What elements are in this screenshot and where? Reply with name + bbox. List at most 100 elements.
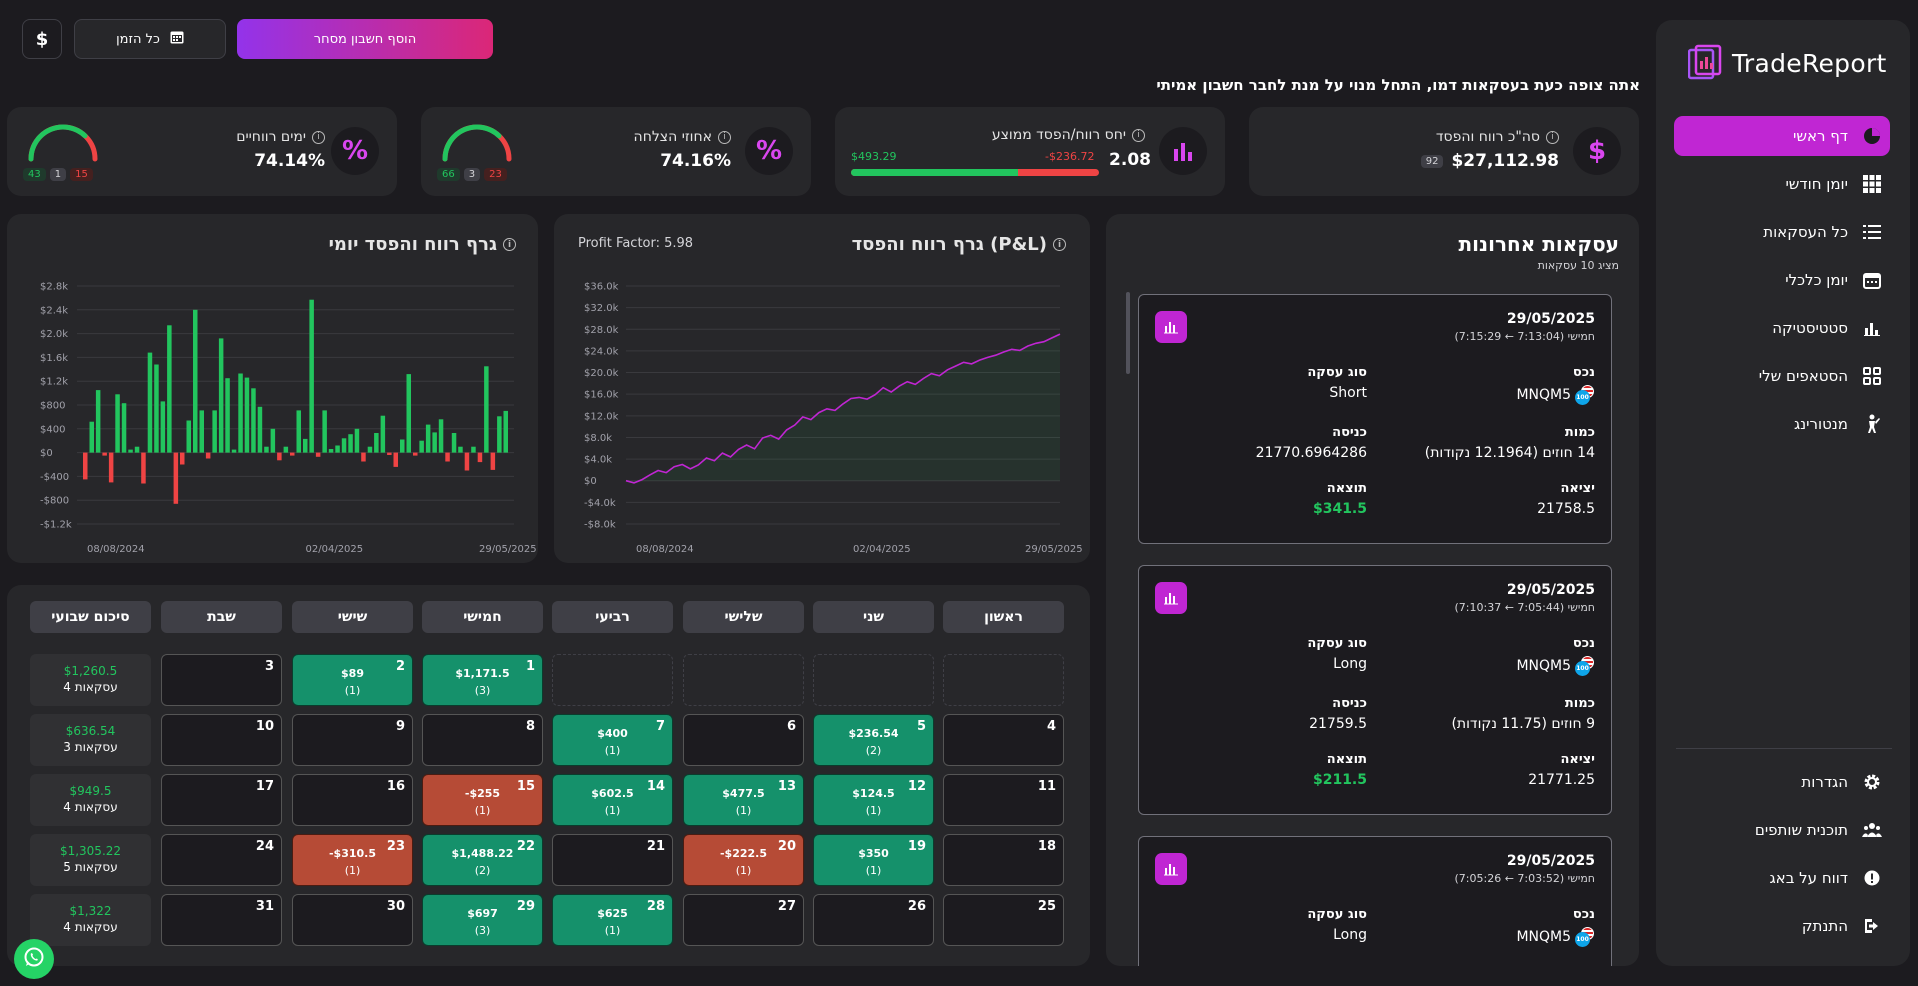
calendar-day-cell[interactable]: 13 $477.5 (1) — [683, 774, 804, 826]
asset-value: MNQM5 — [1516, 929, 1571, 945]
y-tick-label: -$4.0k — [584, 498, 616, 509]
nav-item-logout[interactable]: התנתק — [1674, 906, 1890, 946]
daily-bar — [290, 452, 295, 456]
weekly-summary-count: 4 עסקאות — [63, 800, 118, 814]
day-trade-count: (1) — [604, 804, 621, 817]
daily-bar — [413, 452, 418, 456]
weekly-summary-count: 5 עסקאות — [63, 860, 118, 874]
qty-value: 14 חוזים (12.1964 נקודות) — [1424, 445, 1595, 461]
day-number: 23 — [386, 839, 405, 854]
whatsapp-button[interactable] — [14, 939, 54, 979]
day-number: 21 — [646, 839, 665, 854]
calendar-day-cell[interactable]: 16 — [292, 774, 413, 826]
win-days-breakdown: 43 1 15 — [23, 168, 93, 181]
nav-item-monthly-journal[interactable]: יומן חודשי — [1674, 164, 1890, 204]
nav-item-statistics[interactable]: סטטיסטיקה — [1674, 308, 1890, 348]
day-number: 19 — [907, 839, 926, 854]
chart-badge-icon — [1155, 853, 1187, 885]
weekly-summary-count: 4 עסקאות — [63, 920, 118, 934]
calendar-day-cell[interactable]: 14 $602.5 (1) — [552, 774, 673, 826]
trade-count-badge: 92 — [1420, 154, 1444, 168]
daily-bar — [270, 428, 276, 453]
nav-item-home[interactable]: דף ראשי — [1674, 116, 1890, 156]
y-tick-label: $20.0k — [584, 368, 619, 379]
calendar-day-cell[interactable]: 25 — [943, 894, 1064, 946]
daily-bar — [180, 452, 185, 465]
calendar-day-cell[interactable]: 3 — [161, 654, 282, 706]
calendar-day-cell[interactable]: 29 $697 (3) — [422, 894, 543, 946]
avg-loss-value: -$236.72 — [1045, 150, 1095, 163]
trade-card[interactable]: 29/05/2025 חמישי (7:13:04 ← 7:15:29) נכס… — [1138, 294, 1612, 544]
wins-pill: 66 — [437, 168, 460, 181]
day-pnl: $1,171.5 — [455, 667, 510, 680]
calendar-day-cell[interactable]: 12 $124.5 (1) — [813, 774, 934, 826]
daily-bar — [432, 432, 437, 453]
day-pnl: $697 — [467, 907, 498, 920]
calendar-day-cell[interactable]: 28 $625 (1) — [552, 894, 673, 946]
calendar-day-cell[interactable]: 17 — [161, 774, 282, 826]
calendar-day-cell[interactable]: 19 $350 (1) — [813, 834, 934, 886]
daily-bar — [477, 452, 483, 463]
y-tick-label: $1.6k — [40, 353, 68, 364]
daily-bar — [231, 449, 237, 453]
calendar-day-cell[interactable]: 9 — [292, 714, 413, 766]
calendar-day-cell[interactable]: 15 -$255 (1) — [422, 774, 543, 826]
calendar-day-cell[interactable]: 5 $236.54 (2) — [813, 714, 934, 766]
recent-trades-subtitle: מציג 10 עסקאות — [1537, 259, 1619, 272]
nav-item-settings[interactable]: הגדרות — [1674, 762, 1890, 802]
add-account-button[interactable]: הוסף חשבון מסחר — [237, 19, 493, 59]
day-number: 28 — [646, 899, 665, 914]
calendar-day-cell[interactable]: 21 — [552, 834, 673, 886]
calendar-day-cell[interactable]: 8 — [422, 714, 543, 766]
calendar-day-cell[interactable]: 23 -$310.5 (1) — [292, 834, 413, 886]
day-number: 9 — [395, 719, 405, 734]
sidebar-divider — [1676, 748, 1892, 749]
daily-bar — [147, 352, 153, 453]
y-tick-label: $800 — [40, 401, 65, 412]
calendar-day-cell[interactable]: 11 — [943, 774, 1064, 826]
trade-card[interactable]: 29/05/2025 חמישי (7:05:44 ← 7:10:37) נכס… — [1138, 565, 1612, 815]
mentor-icon — [1862, 414, 1882, 434]
calendar-empty-cell — [813, 654, 934, 706]
calendar-day-cell[interactable]: 27 — [683, 894, 804, 946]
day-pnl: $400 — [597, 727, 628, 740]
scrollbar-thumb[interactable] — [1126, 292, 1130, 374]
calendar-day-cell[interactable]: 24 — [161, 834, 282, 886]
weekly-summary: $1,305.22 5 עסקאות — [30, 834, 151, 886]
y-tick-label: $12.0k — [584, 411, 619, 422]
nasdaq-flag-icon: 100 — [1575, 385, 1595, 405]
trade-card[interactable]: 29/05/2025 חמישי (7:03:52 ← 7:05:26) נכס… — [1138, 836, 1612, 966]
calendar-empty-cell — [683, 654, 804, 706]
calendar-day-cell[interactable]: 10 — [161, 714, 282, 766]
daily-bar — [238, 373, 243, 453]
pnl-chart-card: גרף רווח והפסד (P&L) i Profit Factor: 5.9… — [554, 214, 1090, 563]
brand-logo[interactable]: TradeReport — [1687, 42, 1888, 84]
nav-item-mentoring[interactable]: מנטורינג — [1674, 404, 1890, 444]
nav-item-all-trades[interactable]: כל העסקאות — [1674, 212, 1890, 252]
nav-item-affiliates[interactable]: תוכנית שותפים — [1674, 810, 1890, 850]
calendar-day-cell[interactable]: 30 — [292, 894, 413, 946]
calendar-day-cell[interactable]: 1 $1,171.5 (3) — [422, 654, 543, 706]
calendar-day-cell[interactable]: 20 -$222.5 (1) — [683, 834, 804, 886]
daily-bar — [425, 424, 431, 453]
calendar-day-cell[interactable]: 26 — [813, 894, 934, 946]
pie-chart-icon — [1862, 126, 1882, 146]
calendar-day-cell[interactable]: 31 — [161, 894, 282, 946]
nav-item-report-bug[interactable]: דווח על באג — [1674, 858, 1890, 898]
daily-bar — [471, 446, 476, 453]
day-trade-count: (1) — [604, 924, 621, 937]
calendar-day-cell[interactable]: 2 $89 (1) — [292, 654, 413, 706]
calendar-day-cell[interactable]: 7 $400 (1) — [552, 714, 673, 766]
nav-item-setups[interactable]: הסטאפים שלי — [1674, 356, 1890, 396]
time-range-dropdown[interactable]: כל הזמן — [74, 19, 226, 59]
calendar-day-cell[interactable]: 6 — [683, 714, 804, 766]
calendar-day-cell[interactable]: 4 — [943, 714, 1064, 766]
day-number: 16 — [386, 779, 405, 794]
currency-button[interactable]: $ — [22, 19, 62, 59]
calendar-day-cell[interactable]: 22 $1,488.22 (2) — [422, 834, 543, 886]
nav-item-economic-calendar[interactable]: יומן כלכלי — [1674, 260, 1890, 300]
calendar-day-cell[interactable]: 18 — [943, 834, 1064, 886]
stat-value: $27,112.98 — [1451, 151, 1559, 171]
nav-label: הסטאפים שלי — [1758, 367, 1848, 385]
daily-chart-card: גרף רווח והפסד יומי i $2.8k $2.4k $2.0k $1.6… — [7, 214, 538, 563]
